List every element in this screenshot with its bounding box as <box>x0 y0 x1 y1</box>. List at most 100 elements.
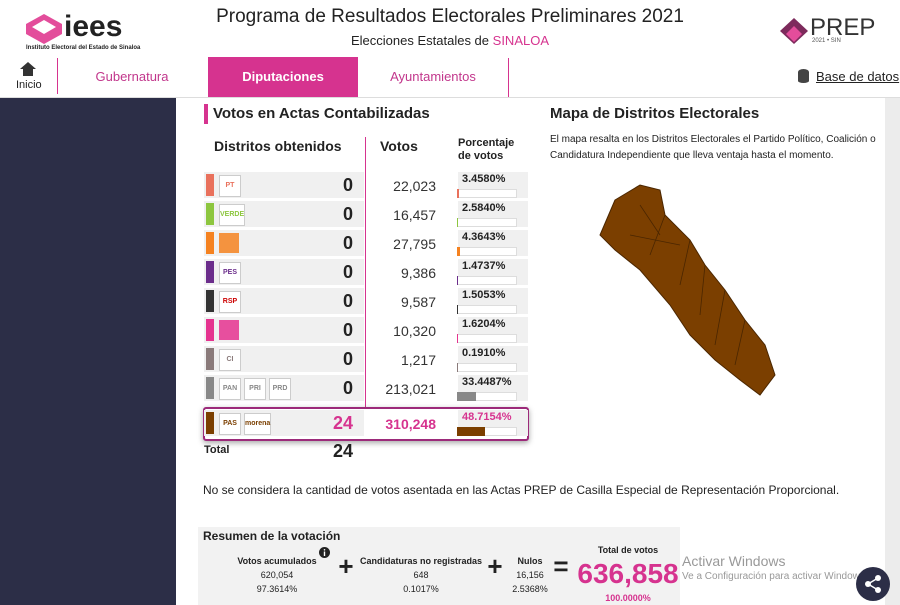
percent: 33.4487% <box>462 376 512 388</box>
votes: 10,320 <box>393 323 436 339</box>
column-header: Porcentaje de votos <box>458 137 515 162</box>
party-logo: PAN <box>219 378 241 400</box>
summary-box <box>198 527 680 605</box>
percent-bar <box>457 189 459 198</box>
votes: 22,023 <box>393 178 436 194</box>
districts: 0 <box>342 291 353 311</box>
party-logo: RSP <box>219 291 241 313</box>
subtitle-line: Elecciones Estatales de SINALOA <box>351 33 549 48</box>
districts: 0 <box>342 320 353 340</box>
share-button[interactable] <box>855 566 891 602</box>
logo: iees <box>64 10 123 43</box>
summary-percent: 0.1017% <box>403 584 439 594</box>
scroll-area <box>885 98 900 605</box>
districts: 0 <box>342 349 353 369</box>
votes: 16,457 <box>393 207 436 223</box>
votes: 213,021 <box>385 381 436 397</box>
percent-track <box>457 305 517 314</box>
total-votes-label: Total de votos <box>597 545 659 555</box>
party-logo: VERDE <box>219 204 246 226</box>
operator: + <box>487 551 503 581</box>
districts: 24 <box>332 413 353 433</box>
map <box>599 184 776 396</box>
districts: 0 <box>342 262 353 282</box>
total-votes-percent: 100.0000% <box>605 593 651 603</box>
home-icon[interactable] <box>20 62 36 76</box>
party-swatch <box>206 290 214 312</box>
percent-track <box>457 218 517 227</box>
percent-track <box>457 363 517 372</box>
party-swatch <box>206 203 214 225</box>
districts: 0 <box>342 175 353 195</box>
state-shape <box>599 184 776 396</box>
logo-icon <box>26 14 62 44</box>
column-divider <box>365 137 366 440</box>
percent-track <box>457 247 517 256</box>
summary-title: Resumen de la votación <box>203 529 341 543</box>
percent: 48.7154% <box>462 411 512 423</box>
column-header: Distritos obtenidos <box>214 138 342 154</box>
database-link[interactable]: Base de datos <box>816 69 900 84</box>
summary-percent: 97.3614% <box>256 584 298 594</box>
sidebar <box>0 98 176 605</box>
party-swatch <box>206 174 214 196</box>
votes: 310,248 <box>385 416 436 432</box>
party-logo: morena <box>244 413 272 435</box>
nav-tab[interactable]: Diputaciones <box>208 57 358 97</box>
note: No se considera la cantidad de votos ase… <box>203 483 840 497</box>
results-heading: Votos en Actas Contabilizadas <box>213 105 430 122</box>
separator <box>508 58 509 98</box>
summary-percent: 2.5368% <box>512 584 548 594</box>
percent: 4.3643% <box>462 231 506 243</box>
percent: 1.5053% <box>462 289 506 301</box>
percent-track <box>457 334 517 343</box>
votes: 9,587 <box>400 294 436 310</box>
percent-bar <box>457 276 458 285</box>
home-link[interactable]: Inicio <box>16 79 42 91</box>
percent: 2.5840% <box>462 202 506 214</box>
party-logo: PRI <box>244 378 266 400</box>
database-icon[interactable] <box>798 69 809 83</box>
operator: = <box>553 551 569 581</box>
party-logo: PES <box>219 262 241 284</box>
watermark-text: Ve a Configuración para activar Windows. <box>682 571 868 582</box>
districts: 0 <box>342 204 353 224</box>
votes: 27,795 <box>393 236 436 252</box>
total-value: 24 <box>333 441 354 461</box>
map-description: El mapa resalta en los Distritos Elector… <box>550 134 876 161</box>
summary-value: 16,156 <box>516 570 544 580</box>
party-logo: PAS <box>219 413 241 435</box>
total-label: Total <box>204 444 230 456</box>
summary-value: 620,054 <box>260 570 294 580</box>
prep-subtitle: 2021 • SIN <box>812 38 841 44</box>
party-logo: CI <box>219 349 241 371</box>
summary-label: Candidaturas no registradas <box>359 556 483 566</box>
nav-tab[interactable]: Gubernatura <box>95 69 169 84</box>
percent-track <box>457 276 517 285</box>
party-swatch <box>206 319 214 341</box>
party-swatch <box>206 348 214 370</box>
percent-bar <box>457 392 477 401</box>
percent-bar <box>457 427 486 436</box>
info-icon[interactable] <box>319 547 330 558</box>
summary-label: Votos acumulados <box>237 556 317 566</box>
total-votes: 636,858 <box>577 558 679 589</box>
nav-border <box>0 97 900 98</box>
votes: 1,217 <box>400 352 436 368</box>
logo-subtitle: Instituto Electoral del Estado de Sinalo… <box>26 45 141 51</box>
map-title: Mapa de Distritos Electorales <box>550 105 760 122</box>
percent-bar <box>457 247 460 256</box>
party-logo <box>219 233 239 253</box>
districts: 0 <box>342 233 353 253</box>
percent-bar <box>457 334 458 343</box>
heading-accent <box>204 104 208 124</box>
nav-tab[interactable]: Ayuntamientos <box>390 69 476 84</box>
percent-track <box>457 189 517 198</box>
party-swatch <box>206 261 214 283</box>
party-logo: PRD <box>269 378 291 400</box>
subtitle: Elecciones Estatales de <box>350 33 490 48</box>
party-swatch <box>206 412 214 434</box>
prep-icon <box>780 18 808 44</box>
summary-value: 648 <box>413 570 429 580</box>
